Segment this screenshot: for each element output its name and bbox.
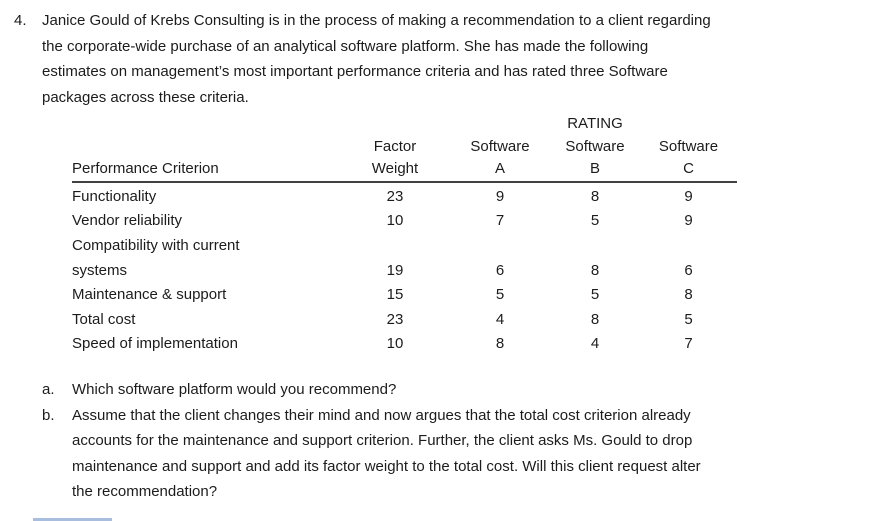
rating-b-cell: 5 xyxy=(590,286,600,304)
table-row: Functionality 23 9 8 9 xyxy=(72,182,737,210)
table-row: Compatibility with current systems 19 6 … xyxy=(72,234,737,283)
rating-c-cell: 7 xyxy=(684,335,693,353)
table-row: Maintenance & support 15 5 5 8 xyxy=(72,283,737,308)
rating-b-cell: 4 xyxy=(590,335,600,353)
column-header-software-b-line2: B xyxy=(550,158,640,183)
criterion-cell: Functionality xyxy=(72,187,157,205)
table-row: Total cost 23 4 8 5 xyxy=(72,308,737,333)
weight-cell: 10 xyxy=(386,335,404,353)
column-header-criterion-line2: Performance Criterion xyxy=(72,158,340,183)
table-header-row-bottom: Performance Criterion Weight A B C xyxy=(72,158,737,183)
empty-cell xyxy=(640,113,737,136)
problem-block: 4. Janice Gould of Krebs Consulting is i… xyxy=(14,12,860,505)
rating-b-cell: 8 xyxy=(590,187,600,205)
column-header-weight-line2: Weight xyxy=(340,158,450,183)
table-row: Speed of implementation 10 8 4 7 xyxy=(72,332,737,357)
rating-c-cell: 5 xyxy=(684,310,693,328)
column-header-software-b-line1: Software xyxy=(565,137,625,155)
weight-cell: 23 xyxy=(386,310,404,328)
empty-cell xyxy=(450,113,550,136)
rating-a-cell: 8 xyxy=(495,335,505,353)
rating-b-cell: 5 xyxy=(590,212,600,230)
rating-a-cell: 4 xyxy=(495,310,505,328)
column-header-software-a-line2: A xyxy=(450,158,550,183)
table-row: Vendor reliability 10 7 5 9 xyxy=(72,209,737,234)
question-item-b: b. Assume that the client changes their … xyxy=(42,403,860,505)
sub-questions: a. Which software platform would you rec… xyxy=(42,377,860,505)
empty-cell xyxy=(72,113,340,136)
rating-c-cell: 9 xyxy=(684,212,693,230)
criterion-cell: Speed of implementation xyxy=(72,335,238,353)
column-header-software-a-line1: Software xyxy=(470,137,530,155)
rating-a-cell: 7 xyxy=(495,212,505,230)
column-header-software-c-line1: Software xyxy=(658,137,719,155)
table-super-header-row: RATING xyxy=(72,113,737,136)
criterion-cell: Compatibility with current systems xyxy=(72,237,240,279)
rating-b-cell: 8 xyxy=(590,310,600,328)
bottom-blue-artifact xyxy=(33,518,112,521)
criterion-cell: Vendor reliability xyxy=(72,212,183,230)
weight-cell: 10 xyxy=(386,212,404,230)
weight-cell: 15 xyxy=(386,286,404,304)
rating-c-cell: 9 xyxy=(684,187,693,205)
problem-statement: Janice Gould of Krebs Consulting is in t… xyxy=(42,12,711,106)
weight-cell: 23 xyxy=(386,187,404,205)
question-label: b. xyxy=(42,406,55,424)
column-header-software-c-line2: C xyxy=(640,158,737,183)
rating-table: RATING Factor Software Software Software… xyxy=(72,113,737,357)
column-header-criterion-line1 xyxy=(72,136,340,159)
question-text: Which software platform would you recomm… xyxy=(72,381,397,399)
question-item-a: a. Which software platform would you rec… xyxy=(42,377,860,403)
rating-a-cell: 6 xyxy=(495,261,505,279)
rating-a-cell: 5 xyxy=(495,286,505,304)
column-header-weight-line1: Factor xyxy=(373,137,417,155)
rating-super-header: RATING xyxy=(567,115,623,133)
criterion-cell: Maintenance & support xyxy=(72,286,227,304)
question-label: a. xyxy=(42,381,55,399)
criterion-cell: Total cost xyxy=(72,310,136,328)
rating-b-cell: 8 xyxy=(590,261,600,279)
weight-cell: 19 xyxy=(386,261,404,279)
empty-cell xyxy=(340,113,450,136)
rating-a-cell: 9 xyxy=(495,187,505,205)
problem-number: 4. xyxy=(14,12,27,29)
rating-c-cell: 8 xyxy=(684,286,693,304)
question-text: Assume that the client changes their min… xyxy=(72,406,701,501)
rating-c-cell: 6 xyxy=(684,261,693,279)
table-header-row-top: Factor Software Software Software xyxy=(72,136,737,159)
